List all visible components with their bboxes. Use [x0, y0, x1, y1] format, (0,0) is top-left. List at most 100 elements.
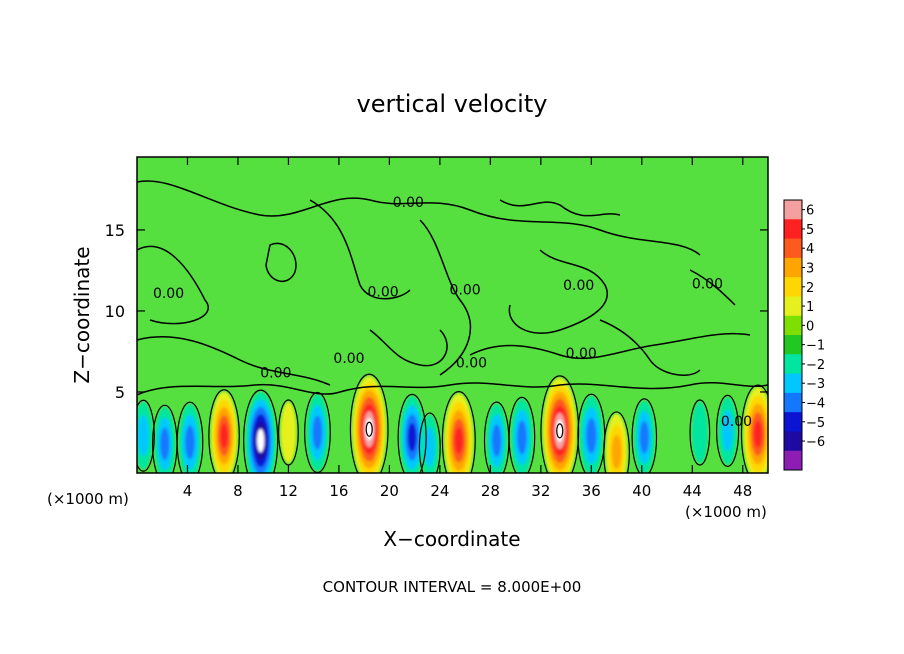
velocity-cell	[692, 401, 708, 463]
velocity-cell	[639, 421, 649, 454]
velocity-cell	[586, 418, 597, 454]
cell-inner-contour	[365, 421, 373, 437]
colorbar-swatch	[784, 257, 802, 278]
contour-label: 0.00	[153, 286, 184, 302]
colorbar-label: −4	[806, 397, 825, 412]
contour-label: 0.00	[450, 283, 481, 299]
contour-line	[137, 180, 701, 256]
plot-area	[137, 157, 768, 473]
velocity-cells	[137, 376, 768, 473]
velocity-cell	[257, 428, 265, 453]
velocity-cell	[722, 410, 734, 452]
y-tick-label: 15	[105, 221, 125, 240]
x-tick-label: 32	[531, 482, 550, 500]
cell-contour	[603, 411, 630, 473]
velocity-cell	[492, 424, 502, 457]
cell-contour	[137, 399, 155, 472]
colorbar-frame	[783, 199, 803, 471]
cell-contour	[243, 389, 279, 473]
colorbar-swatch	[784, 277, 802, 297]
colorbar-label: −3	[806, 377, 825, 392]
velocity-cell	[137, 415, 149, 457]
cell-contour	[418, 412, 441, 473]
velocity-cell	[280, 401, 297, 463]
cell-contour	[349, 373, 389, 473]
x-tick-label: 36	[582, 482, 601, 500]
colorbar-label: −2	[806, 358, 825, 373]
velocity-cell	[185, 425, 195, 460]
plot-frame	[136, 156, 769, 474]
contour-line	[508, 249, 608, 334]
y-axis-ticks: 5 10 15	[105, 221, 768, 402]
cell-contour	[176, 401, 204, 473]
cell-contour	[508, 396, 536, 473]
x-tick-label: 24	[430, 482, 449, 500]
contour-line	[137, 382, 768, 396]
cell-contour	[441, 391, 476, 473]
contour-label: 0.00	[260, 365, 291, 381]
contour-label: 0.00	[393, 195, 424, 211]
x-tick-label: 8	[233, 482, 243, 500]
velocity-cell	[454, 427, 463, 455]
cell-contour	[740, 384, 768, 473]
y-axis-label: Z−coordinate	[70, 246, 94, 383]
colorbar-swatch	[784, 431, 802, 452]
y-tick-label: 5	[115, 383, 125, 402]
contour-labels: 0.00 0.00 0.00 0.00 0.00 0.00 0.00 0.00 0.00 0.00…	[153, 195, 752, 430]
colorbar-labels: 6 5 4 3 2 1 0 −1 −2 −3 −4 −5 −6	[806, 204, 825, 450]
x-tick-label: 12	[279, 482, 298, 500]
velocity-cell	[753, 420, 763, 448]
cell-contours	[137, 373, 768, 473]
velocity-cell	[407, 423, 417, 452]
colorbar-swatch	[784, 354, 802, 375]
x-tick-label: 48	[733, 482, 752, 500]
contour-line	[469, 332, 751, 360]
velocity-cell	[220, 423, 228, 449]
contour-line	[137, 245, 209, 325]
colorbar-swatch	[784, 238, 802, 259]
colorbar-label: −1	[806, 339, 825, 354]
colorbar-label: 3	[806, 262, 814, 277]
velocity-cell	[424, 427, 435, 467]
x-axis-ticks: 4 8 12 16 20 24 28 32 36 40 44 48	[183, 157, 752, 500]
y-tick-label: 10	[105, 302, 125, 321]
colorbar-swatch	[784, 315, 802, 336]
colorbar-label: 5	[806, 223, 814, 238]
colorbar-swatch	[784, 200, 802, 220]
colorbar-label: 4	[806, 242, 814, 257]
contour-label: 0.00	[368, 284, 399, 300]
contour-line	[265, 242, 297, 283]
x-tick-label: 40	[632, 482, 651, 500]
contour-interval-note: CONTOUR INTERVAL = 8.000E+00	[323, 578, 582, 596]
colorbar-label: 2	[806, 281, 814, 296]
cell-inner-contour	[556, 423, 564, 439]
x-unit-left: (×1000 m)	[47, 490, 129, 508]
velocity-cell	[160, 427, 170, 461]
contour-line	[599, 319, 701, 376]
contour-label: 0.00	[563, 278, 594, 294]
chart-title: vertical velocity	[357, 90, 548, 118]
x-tick-label: 28	[481, 482, 500, 500]
contour-label: 0.00	[721, 414, 752, 430]
cell-contour	[631, 398, 658, 473]
contour-line	[137, 336, 331, 386]
cell-contour	[689, 399, 711, 466]
contour-label: 0.00	[456, 356, 487, 372]
velocity-cell	[312, 415, 323, 450]
velocity-cell	[517, 420, 527, 455]
x-tick-label: 4	[183, 482, 193, 500]
colorbar-label: 1	[806, 300, 814, 315]
colorbar	[783, 199, 805, 471]
colorbar-swatch	[784, 392, 802, 413]
contour-line	[689, 269, 736, 306]
colorbar-label: 6	[806, 204, 814, 219]
x-axis-label: X−coordinate	[383, 527, 520, 551]
contour-line	[369, 329, 448, 367]
x-tick-label: 16	[329, 482, 348, 500]
contour-line	[419, 219, 471, 376]
contour-label: 0.00	[566, 346, 597, 362]
velocity-cell	[611, 435, 622, 469]
contour-label: 0.00	[333, 351, 364, 367]
contour-line	[309, 199, 411, 300]
